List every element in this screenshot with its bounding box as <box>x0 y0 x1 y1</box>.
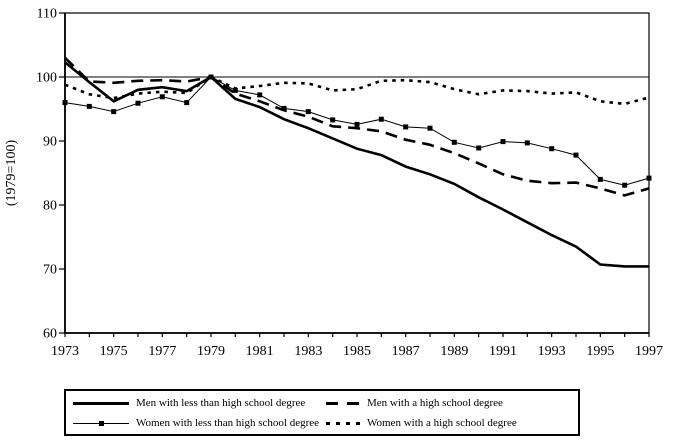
series-2-marker <box>597 176 603 182</box>
legend-item-men-hs: Men with a high school degree <box>326 397 503 410</box>
series-2-marker <box>159 94 165 100</box>
square-marker-line-sample <box>73 421 129 426</box>
y-tick-label: 100 <box>36 71 57 86</box>
x-tick-label: 1983 <box>294 344 322 359</box>
x-tick-label: 1985 <box>343 344 371 359</box>
series-line-1 <box>64 56 650 197</box>
legend-label-men-less-than-hs: Men with less than high school degree <box>136 397 306 409</box>
series-2-marker <box>524 140 530 146</box>
y-tick-label: 90 <box>43 135 57 150</box>
series-2-marker <box>403 124 409 130</box>
plot-border <box>64 12 650 334</box>
legend-label-men-hs: Men with a high school degree <box>367 397 503 409</box>
legend-item-men-less-than-hs: Men with less than high school degree <box>73 397 305 410</box>
x-tick-label: 1981 <box>246 344 274 359</box>
x-tick-label: 1997 <box>635 344 663 359</box>
series-2-marker <box>500 139 506 145</box>
x-tick-label: 1989 <box>440 344 468 359</box>
y-axis-title: (1979=100) <box>4 140 19 207</box>
series-2-marker <box>62 100 68 106</box>
series-2-marker <box>646 175 652 181</box>
x-tick-label: 1995 <box>586 344 614 359</box>
legend-item-women-hs: Women with a high school degree <box>326 417 517 430</box>
series-2-marker <box>622 182 628 188</box>
series-2-marker <box>135 100 141 106</box>
series-2-marker <box>86 103 92 109</box>
series-2-marker <box>378 116 384 122</box>
legend: Men with less than high school degree Me… <box>64 389 580 436</box>
series-2-marker <box>305 109 311 115</box>
y-tick-label: 60 <box>43 327 57 342</box>
x-tick-label: 1993 <box>538 344 566 359</box>
x-tick-label: 1973 <box>51 344 79 359</box>
series-2-marker <box>476 145 482 151</box>
series-2-marker <box>549 146 555 152</box>
dashed-line-sample <box>326 402 360 405</box>
plot-area: 1973 1975 1977 1979 1981 1983 1985 1987 1989 1991… <box>4 7 663 360</box>
series-2-marker <box>573 152 579 158</box>
series-2-marker <box>232 87 238 93</box>
series-2-marker <box>330 117 336 123</box>
series-line-0 <box>64 61 649 268</box>
series-line-3 <box>64 75 650 106</box>
series-2-marker <box>281 105 287 111</box>
x-tick-label: 1979 <box>197 344 225 359</box>
series-2-marker <box>451 139 457 145</box>
series-2-marker <box>184 100 190 106</box>
legend-label-women-less-than-hs: Women with less than high school degree <box>136 417 320 429</box>
x-tick-label: 1977 <box>148 344 176 359</box>
series-2-marker <box>257 92 263 98</box>
legend-label-women-hs: Women with a high school degree <box>367 417 517 429</box>
y-tick-label: 70 <box>43 263 57 278</box>
dotted-line-sample <box>326 422 360 425</box>
series-2-marker <box>427 125 433 131</box>
x-tick-label: 1987 <box>392 344 420 359</box>
legend-item-women-less-than-hs: Women with less than high school degree <box>73 417 319 430</box>
series-2-marker <box>354 121 360 127</box>
solid-thick-line-sample <box>73 402 129 405</box>
y-tick-label: 110 <box>37 7 57 22</box>
series-2-marker <box>111 109 117 115</box>
x-tick-label: 1991 <box>489 344 517 359</box>
x-tick-label: 1975 <box>100 344 128 359</box>
y-tick-label: 80 <box>43 199 57 214</box>
